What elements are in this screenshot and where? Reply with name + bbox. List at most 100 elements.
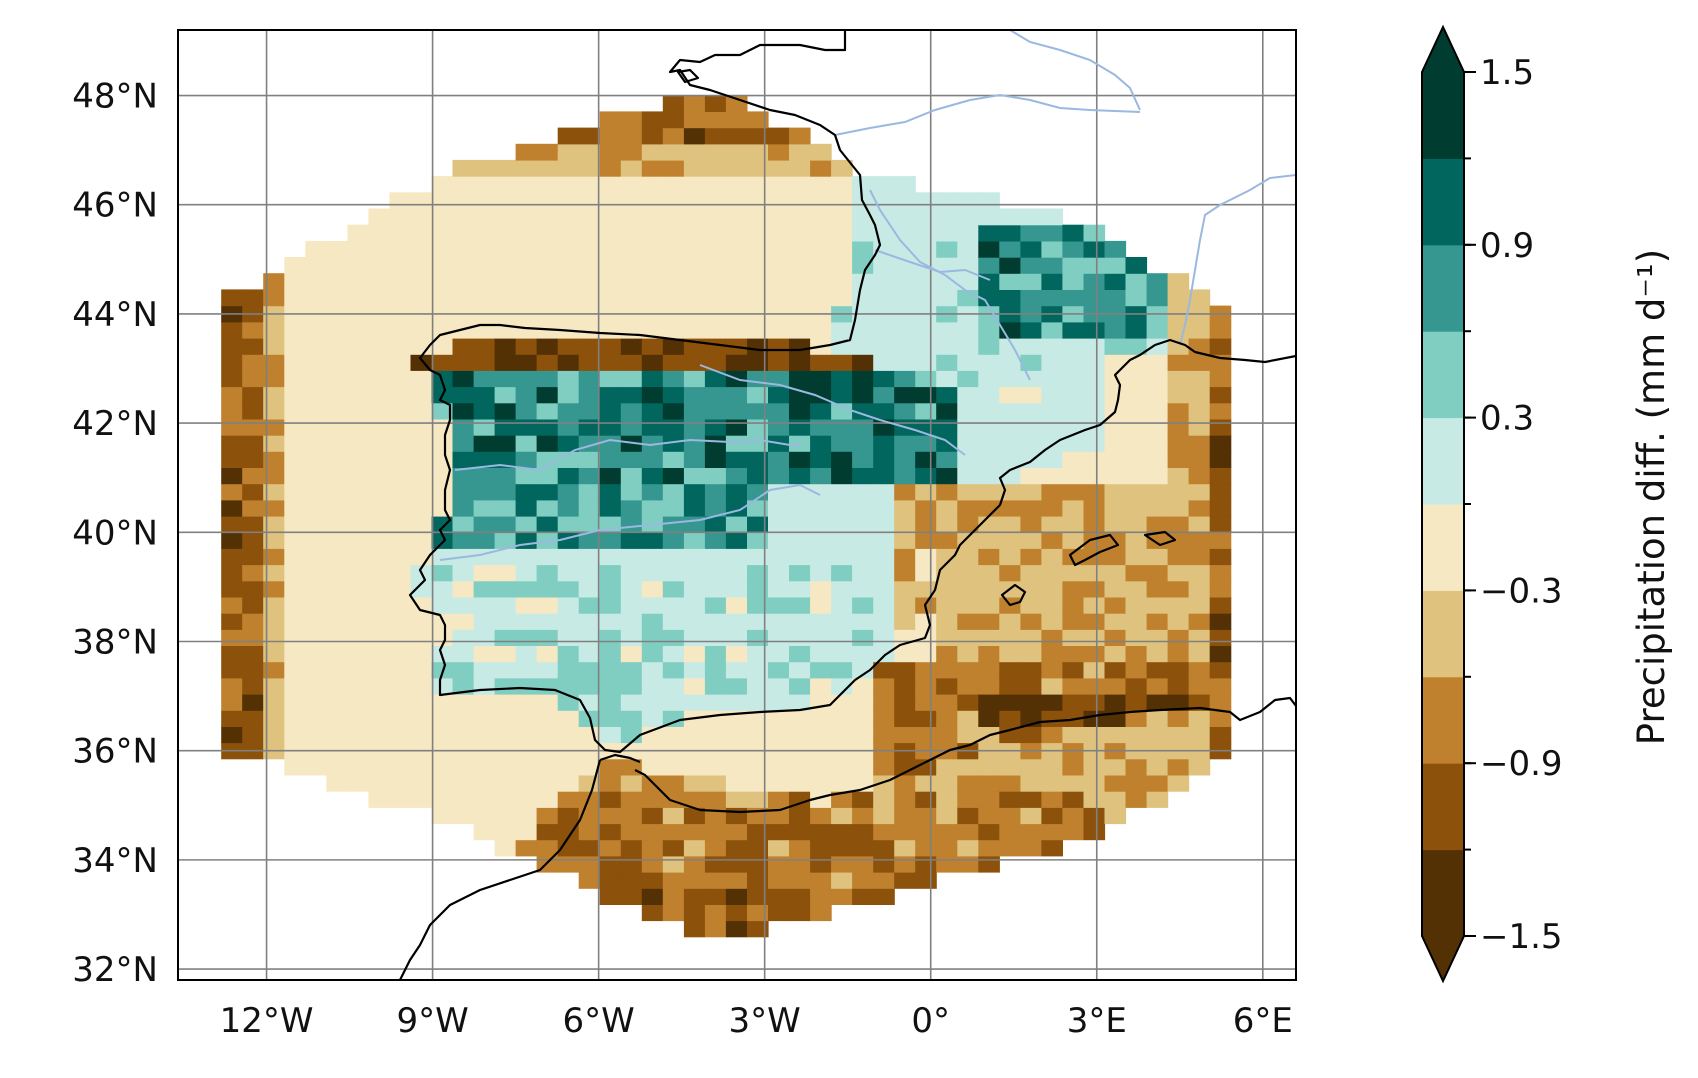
grid-cell <box>431 257 454 274</box>
river-seine-north <box>1009 30 1141 111</box>
grid-cell <box>1146 580 1169 598</box>
colorbar-tick-label: −1.5 <box>1480 917 1563 957</box>
grid-cell <box>704 370 727 388</box>
grid-cell <box>305 645 327 663</box>
grid-cell <box>768 467 790 485</box>
grid-cell <box>431 791 454 808</box>
grid-cell <box>1146 499 1169 517</box>
grid-cell <box>1041 257 1063 274</box>
grid-cell <box>768 176 790 193</box>
grid-cell <box>1209 435 1232 452</box>
grid-cell <box>831 435 853 452</box>
grid-cell <box>704 726 727 744</box>
grid-cell <box>894 710 916 727</box>
grid-cell <box>452 499 475 517</box>
grid-cell <box>1062 224 1084 242</box>
grid-cell <box>263 613 285 630</box>
grid-cell <box>683 208 706 226</box>
grid-cell <box>431 338 454 355</box>
grid-cell <box>326 435 348 452</box>
island-mallorca <box>1068 533 1120 567</box>
grid-cell <box>1062 596 1084 614</box>
grid-cell <box>242 548 264 566</box>
grid-cell <box>347 418 369 436</box>
grid-cell <box>1041 354 1063 371</box>
grid-cell <box>1020 499 1042 517</box>
grid-cell <box>431 677 454 695</box>
grid-cell <box>1062 451 1084 468</box>
grid-cell <box>978 791 1000 808</box>
grid-cell <box>747 499 769 517</box>
grid-cell <box>1146 791 1169 808</box>
grid-cell <box>452 354 475 371</box>
grid-cell <box>725 629 748 646</box>
grid-cell <box>768 289 790 307</box>
grid-cell <box>725 596 748 614</box>
grid-cell <box>1083 435 1106 452</box>
grid-cell <box>789 596 811 614</box>
grid-cell <box>578 159 601 177</box>
grid-cell <box>768 629 790 646</box>
grid-cell <box>683 774 706 792</box>
grid-cell <box>725 855 748 873</box>
grid-cell <box>347 386 369 404</box>
grid-cell <box>284 532 306 549</box>
grid-cell <box>725 483 748 501</box>
grid-cell <box>683 176 706 193</box>
grid-cell <box>662 564 685 582</box>
grid-cell <box>1104 354 1127 371</box>
grid-cell <box>1146 726 1169 744</box>
grid-cell <box>536 532 559 549</box>
grid-cell <box>1209 564 1232 582</box>
grid-cell <box>873 580 895 598</box>
grid-cell <box>852 758 874 776</box>
grid-cell <box>747 548 769 566</box>
grid-cell <box>747 176 769 193</box>
grid-cell <box>1146 354 1169 371</box>
grid-cell <box>557 564 580 582</box>
grid-cell <box>599 370 622 388</box>
grid-cell <box>494 839 517 857</box>
grid-cell <box>620 483 643 501</box>
grid-cell <box>999 451 1021 468</box>
grid-cell <box>1041 451 1063 468</box>
grid-cell <box>1167 710 1190 727</box>
grid-cell <box>221 451 243 468</box>
grid-cell <box>873 257 895 274</box>
grid-cell <box>473 629 496 646</box>
grid-cell <box>1062 386 1084 404</box>
grid-cell <box>431 354 454 371</box>
grid-cell <box>1062 321 1084 339</box>
grid-cell <box>768 758 790 776</box>
grid-cell <box>557 774 580 792</box>
grid-cell <box>873 516 895 533</box>
grid-cell <box>284 483 306 501</box>
grid-cell <box>978 774 1000 792</box>
grid-cell <box>1020 774 1042 792</box>
grid-cell <box>747 694 769 711</box>
grid-cell <box>831 807 853 825</box>
grid-cell <box>494 774 517 792</box>
grid-cell <box>789 904 811 922</box>
grid-cell <box>725 257 748 274</box>
grid-cell <box>1062 418 1084 436</box>
grid-cell <box>221 402 243 420</box>
grid-cell <box>978 532 1000 549</box>
grid-cell <box>452 645 475 663</box>
grid-cell <box>957 580 979 598</box>
grid-cell <box>831 483 853 501</box>
grid-cell <box>599 532 622 549</box>
grid-cell <box>641 872 664 889</box>
grid-cell <box>410 386 433 404</box>
grid-cell <box>263 289 285 307</box>
grid-cell <box>536 483 559 501</box>
grid-cell <box>1083 532 1106 549</box>
grid-cell <box>326 596 348 614</box>
grid-cell <box>683 224 706 242</box>
grid-cell <box>789 467 811 485</box>
grid-cell <box>410 499 433 517</box>
grid-cell <box>389 240 411 258</box>
grid-cell <box>620 580 643 598</box>
grid-cell <box>831 645 853 663</box>
grid-cell <box>1167 548 1190 566</box>
